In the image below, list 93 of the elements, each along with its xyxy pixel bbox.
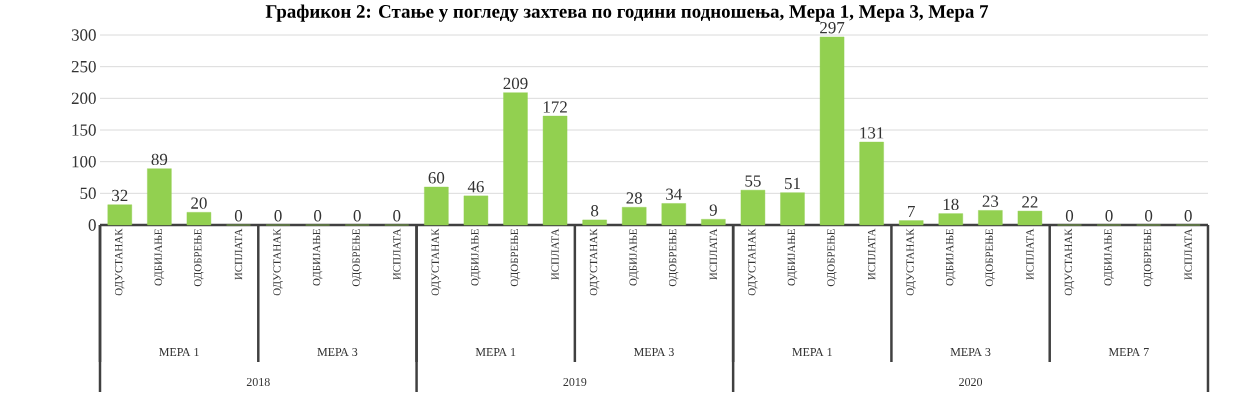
- x-tick-label: ОДУСТАНАК: [273, 228, 283, 296]
- data-label: 0: [353, 210, 361, 222]
- bar: [978, 210, 1003, 226]
- data-label: 0: [234, 210, 243, 222]
- data-label: 51: [785, 177, 800, 190]
- data-label: 89: [151, 153, 168, 166]
- x-tick-label: ОДОБРЕЊЕ: [352, 229, 363, 287]
- data-label: 9: [709, 204, 717, 216]
- data-label: 0: [1184, 210, 1192, 222]
- x-tick-label: ОДОБРЕЊЕ: [668, 229, 679, 287]
- bar: [938, 213, 963, 226]
- x-tick-label: ОДОБРЕЊЕ: [1143, 229, 1154, 287]
- data-label: 131: [860, 127, 884, 139]
- bar: [542, 115, 568, 226]
- text: МЕРА 3: [950, 347, 991, 357]
- data-label: 7: [908, 205, 915, 218]
- data-label: 8: [591, 204, 599, 217]
- y-tick-label: 150: [72, 124, 96, 136]
- data-label: 34: [666, 188, 682, 200]
- bar: [186, 212, 212, 226]
- data-label: 22: [1022, 196, 1038, 208]
- x-tick-label: ИСПЛАТА: [551, 228, 559, 280]
- x-tick-label: ОДОБРЕЊЕ: [827, 229, 837, 287]
- data-label: 0: [274, 210, 282, 222]
- x-tick-label: ОДБИЈАЊЕ: [312, 229, 323, 286]
- x-tick-label: ИСПЛАТА: [234, 228, 243, 280]
- bar: [1017, 210, 1043, 226]
- text: МЕРА 3: [634, 347, 674, 357]
- data-label: 32: [112, 189, 128, 202]
- x-tick-label: ОДБИЈАЊЕ: [629, 229, 639, 286]
- data-label: 172: [543, 101, 567, 113]
- y-tick-label: 0: [88, 219, 96, 231]
- text: 2018: [246, 377, 270, 387]
- bar: [780, 192, 805, 226]
- x-tick-label: ОДОБРЕЊЕ: [985, 229, 996, 287]
- text: 2020: [959, 377, 983, 387]
- data-label: 23: [982, 195, 999, 207]
- bar: [661, 203, 686, 226]
- y-tick-label: 50: [80, 187, 96, 200]
- text: МЕРА 1: [792, 348, 832, 356]
- data-label: 28: [626, 192, 643, 204]
- x-tick-label: ОДУСТАНАК: [115, 228, 125, 296]
- bar: [859, 141, 884, 226]
- text: МЕРА 1: [159, 348, 199, 356]
- bar: [899, 220, 924, 226]
- y-tick-label: 100: [72, 155, 96, 168]
- data-label: 60: [428, 172, 445, 184]
- x-tick-label: ОДОБРЕЊЕ: [510, 229, 521, 287]
- x-tick-label: ОДБИЈАЊЕ: [787, 229, 798, 286]
- bar: [503, 92, 528, 226]
- x-tick-label: ОДБИЈАЊЕ: [471, 229, 481, 286]
- bar: [740, 189, 766, 226]
- data-label: 55: [745, 175, 761, 187]
- data-label: 0: [1145, 210, 1153, 222]
- bar: [701, 219, 726, 226]
- data-label: 297: [820, 22, 845, 34]
- data-label: 20: [191, 197, 207, 209]
- data-label: 18: [943, 198, 959, 211]
- x-tick-label: ИСПЛАТА: [867, 228, 876, 280]
- chart-title: Графикон 2: Стање у погледу захтева по години подношења, Мера 1, Мера 3, Мера 7: [265, 4, 989, 22]
- x-tick-label: ОДУСТАНАК: [1064, 228, 1075, 296]
- y-tick-label: 250: [71, 60, 96, 73]
- data-label: 46: [467, 180, 484, 193]
- x-tick-label: ОДУСТАНАК: [748, 228, 758, 296]
- data-label: 0: [314, 210, 322, 222]
- data-label: 0: [1105, 210, 1113, 222]
- text: МЕРА 3: [317, 347, 358, 357]
- x-tick-label: ОДОБРЕЊЕ: [194, 229, 204, 287]
- data-label: 0: [1065, 210, 1074, 222]
- text: МЕРА 1: [475, 348, 516, 356]
- bar: [819, 36, 845, 226]
- bar: [622, 207, 647, 226]
- x-tick-label: ИСПЛАТА: [709, 228, 718, 280]
- x-tick-label: ОДБИЈАЊЕ: [1104, 229, 1114, 286]
- data-label: 209: [503, 77, 528, 90]
- text: МЕРА 7: [1108, 348, 1149, 356]
- text: 2019: [563, 377, 587, 387]
- bar: [147, 168, 172, 226]
- x-tick-label: ОДУСТАНАК: [431, 228, 442, 296]
- bar: [107, 204, 132, 226]
- x-tick-label: ИСПЛАТА: [393, 228, 401, 280]
- y-tick-label: 200: [71, 92, 96, 105]
- bar: [463, 195, 489, 226]
- x-tick-label: ОДУСТАНАК: [589, 228, 600, 296]
- y-tick-label: 300: [71, 29, 96, 41]
- x-tick-label: ОДУСТАНАК: [906, 228, 916, 296]
- bar: [582, 219, 607, 226]
- bar: [424, 186, 449, 226]
- x-tick-label: ИСПЛАТА: [1026, 228, 1034, 280]
- x-tick-label: ОДБИЈАЊЕ: [154, 229, 165, 286]
- data-label: 0: [393, 210, 401, 222]
- x-tick-label: ОДБИЈАЊЕ: [945, 229, 956, 286]
- x-tick-label: ИСПЛАТА: [1184, 228, 1192, 280]
